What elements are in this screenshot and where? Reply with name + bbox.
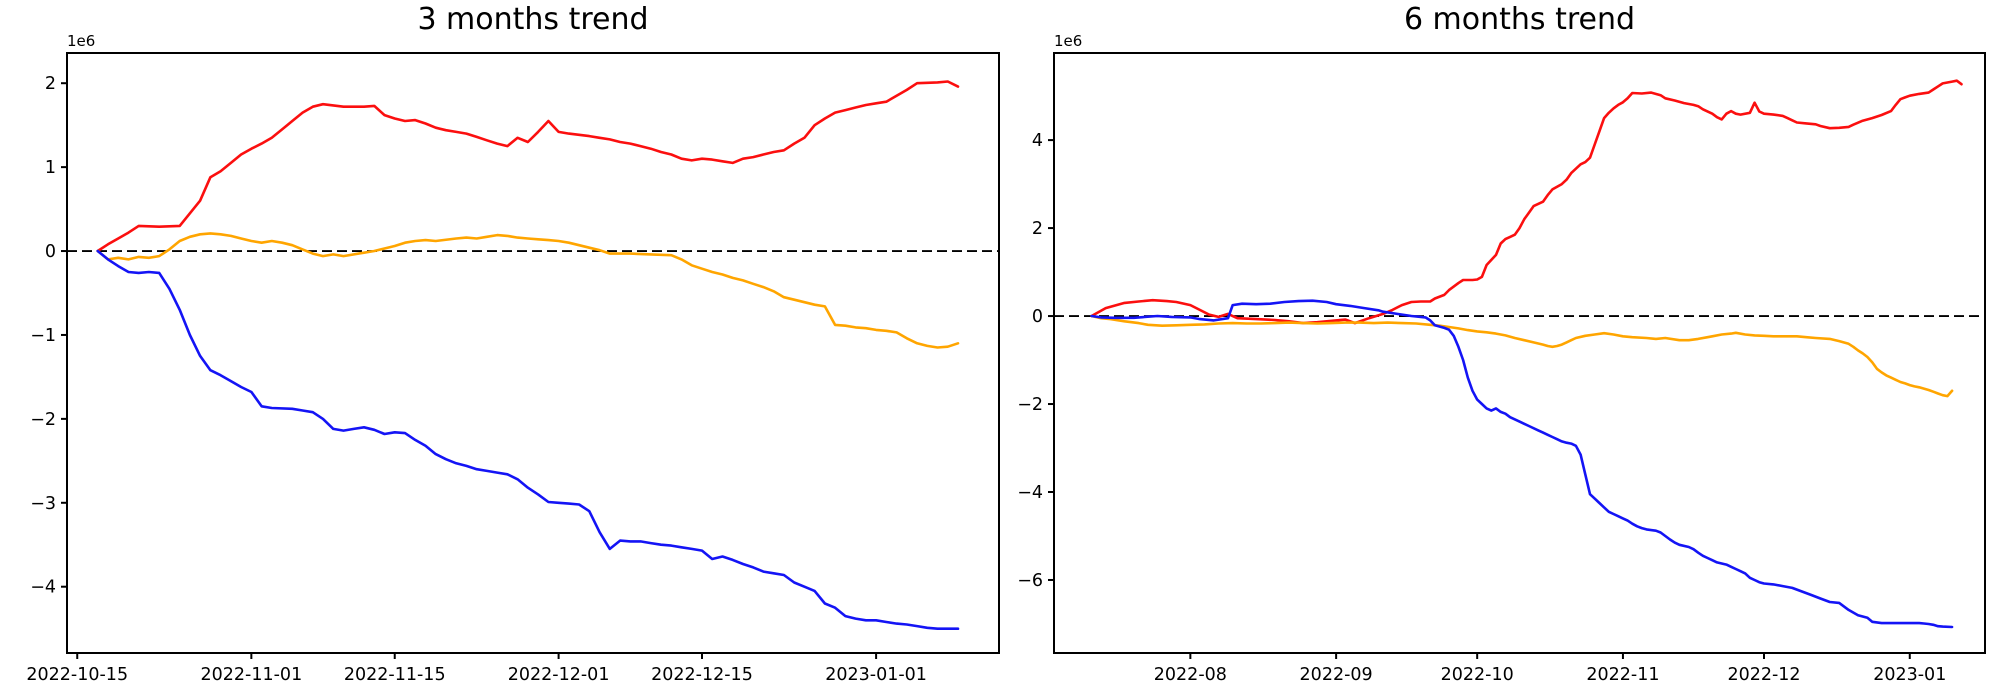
y-axis-offset-label: 1e6 (1054, 32, 1082, 50)
y-tick-label: −3 (30, 494, 56, 514)
chart-title-6-months: 6 months trend (1403, 2, 1636, 37)
x-tick-label: 2022-10-15 (26, 665, 128, 685)
y-tick-label: 1 (45, 158, 56, 178)
y-tick-label: 2 (1032, 219, 1043, 239)
y-tick-label: −2 (30, 410, 56, 430)
x-tick-label: 2022-10 (1441, 665, 1514, 685)
series-line-red (1090, 79, 1963, 325)
series-line-orange (96, 232, 960, 349)
x-tick-label: 2022-11-01 (201, 665, 303, 685)
x-tick-label: 2023-01 (1873, 665, 1946, 685)
x-tick-label: 2022-11-15 (344, 665, 446, 685)
y-tick-label: 2 (45, 74, 56, 94)
y-tick-label: −4 (30, 578, 56, 598)
series-line-blue (1090, 299, 1954, 629)
x-tick-label: 2022-12-15 (651, 665, 753, 685)
x-tick-label: 2023-01-01 (825, 665, 927, 685)
chart-3-months: 2 1 0 −1 −2 −3 −4 2022-10-15 2022-11-01 2022-11-1… (26, 32, 1000, 685)
y-tick-label: −2 (1017, 395, 1043, 415)
chart-6-months: 4 2 0 −2 −4 −6 2022-08 2022-09 2022-10 2022-11 202… (1017, 32, 1986, 685)
axes-spines (66, 52, 1000, 654)
y-tick-label: −6 (1017, 571, 1043, 591)
x-tick-label: 2022-08 (1154, 665, 1227, 685)
y-tick-label: −1 (30, 326, 56, 346)
x-tick-label: 2022-09 (1300, 665, 1373, 685)
x-tick-label: 2022-12-01 (508, 665, 610, 685)
series-line-red (96, 80, 960, 253)
series-line-blue (96, 249, 960, 631)
y-tick-label: −4 (1017, 483, 1043, 503)
y-tick-label: 0 (1032, 307, 1043, 327)
axes-spines (1053, 52, 1986, 654)
y-tick-label: 4 (1032, 131, 1043, 151)
chart-title-3-months: 3 months trend (417, 2, 649, 37)
y-tick-label: 0 (45, 242, 56, 262)
x-tick-label: 2022-12 (1727, 665, 1800, 685)
series-line-orange (1090, 314, 1954, 398)
y-axis-offset-label: 1e6 (67, 32, 95, 50)
x-tick-label: 2022-11 (1586, 665, 1659, 685)
